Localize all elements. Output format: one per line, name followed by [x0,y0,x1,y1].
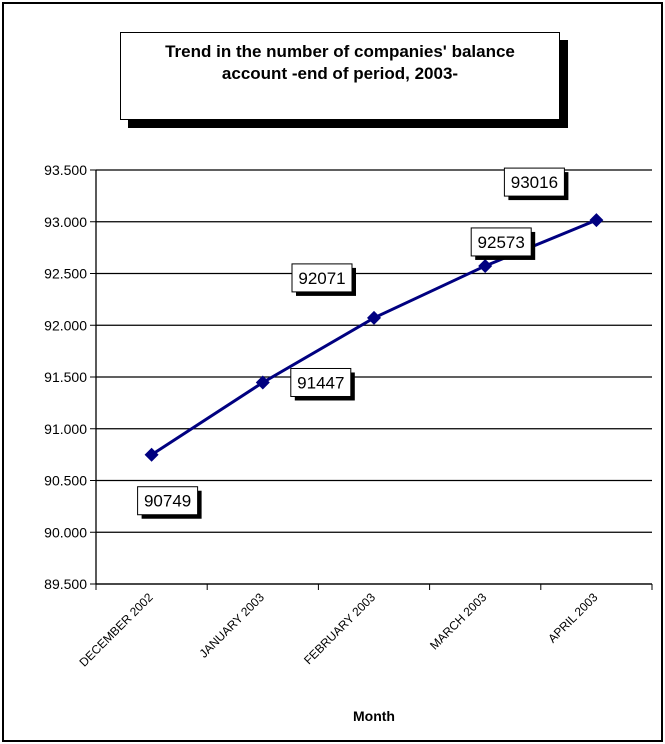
data-label: 93016 [503,167,569,201]
x-tick-label: FEBRUARY 2003 [301,590,378,667]
data-label-text: 92573 [478,233,525,252]
data-label: 92573 [470,227,536,260]
data-label-text: 93016 [511,173,558,192]
data-label-text: 91447 [297,373,344,392]
data-label: 90749 [137,486,202,519]
y-tick-label: 92.500 [44,266,87,282]
y-tick-label: 93.000 [44,214,87,230]
data-point [367,310,381,325]
chart-title-box: Trend in the number of companies' balanc… [120,32,560,120]
y-tick-label: 92.000 [44,317,87,333]
data-label: 92071 [291,263,356,296]
y-tick-label: 93.500 [44,162,87,178]
x-tick-label: JANUARY 2003 [196,590,267,661]
x-tick-label: APRIL 2003 [545,590,601,646]
chart-title: Trend in the number of companies' balanc… [165,42,515,83]
data-point [478,258,493,273]
y-tick-label: 91.500 [44,369,87,385]
data-point [589,213,604,228]
x-axis-label: Month [353,708,395,724]
y-tick-label: 91.000 [44,421,87,437]
gridlines [96,169,652,585]
y-tick-label: 90.500 [44,473,87,489]
data-labels: 90749 91447 92071 92573 93016 [137,167,569,519]
data-point [255,375,270,390]
y-tick-label: 90.000 [44,524,87,540]
data-point [144,447,159,462]
data-label-text: 90749 [144,492,191,511]
x-tick-label: MARCH 2003 [427,590,489,652]
data-label-text: 92071 [298,269,345,288]
data-label: 91447 [290,367,355,401]
y-tick-label: 89.500 [44,576,87,592]
x-tick-label: DECEMBER 2002 [76,590,155,669]
axes: 89.500 90.000 90.500 91.000 91.500 92.000 92.5… [44,162,653,669]
